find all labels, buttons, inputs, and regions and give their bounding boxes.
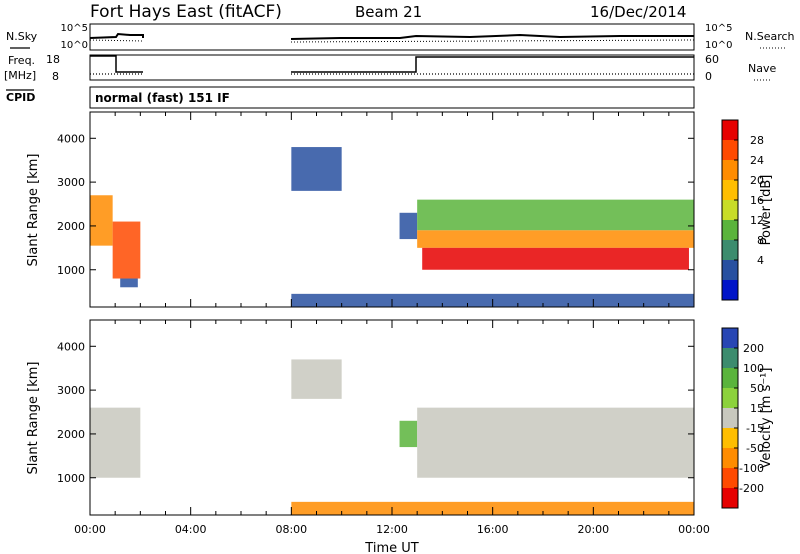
power-colorbar-swatch: [722, 240, 738, 261]
velocity-colorbar-frame: [721, 327, 739, 509]
power-colorbar: 28 24 20 16 12 8 4: [721, 119, 764, 301]
power-colorbar-tick-label: 4: [757, 254, 764, 267]
velocity-xtick-label: 12:00: [376, 523, 408, 536]
power-colorbar-tick-label: 20: [750, 174, 764, 187]
nave-label: Nave: [748, 62, 776, 75]
power-colorbar-swatch: [722, 200, 738, 221]
station-title: Fort Hays East (fitACF): [90, 2, 282, 22]
nsearch-tick-bottom: 10^0: [705, 40, 732, 51]
velocity-ytick-label: 1000: [57, 472, 85, 485]
velocity-colorbar-swatch: [722, 328, 738, 349]
power-echo-region: [90, 195, 113, 246]
velocity-colorbar-tick-label: 100: [743, 362, 764, 375]
power-colorbar-swatch: [722, 180, 738, 201]
cpid-label: CPID: [6, 91, 35, 104]
power-colorbar-tick-label: 8: [757, 234, 764, 247]
power-colorbar-swatch: [722, 140, 738, 161]
velocity-xtick-label: 00:00: [74, 523, 106, 536]
velocity-colorbar-tick-label: 50: [750, 382, 764, 395]
velocity-colorbar-swatch: [722, 368, 738, 389]
velocity-xtick-label: 00:00: [678, 523, 710, 536]
date-title: 16/Dec/2014: [590, 3, 686, 21]
velocity-colorbar-tick-label: -15: [746, 422, 764, 435]
power-colorbar-swatch: [722, 260, 738, 281]
velocity-colorbar-swatch: [722, 428, 738, 449]
velocity-colorbar-swatch: [722, 348, 738, 369]
power-colorbar-swatch: [722, 120, 738, 141]
power-ytick-label: 4000: [57, 132, 85, 145]
velocity-colorbar-tick-label: 15: [750, 402, 764, 415]
velocity-colorbar-swatch: [722, 408, 738, 429]
power-ylabel: Slant Range [km]: [26, 154, 41, 267]
velocity-echo-region: [291, 359, 342, 399]
power-colorbar-swatch: [722, 280, 738, 301]
freq-tick-bottom: 8: [52, 70, 59, 83]
velocity-colorbar-tick-label: -200: [739, 482, 764, 495]
power-colorbar-tick-label: 16: [750, 194, 764, 207]
velocity-colorbar-label: Velocity [m s⁻¹]: [759, 368, 774, 469]
velocity-colorbar-swatch: [722, 488, 738, 509]
velocity-xtick-label: 08:00: [275, 523, 307, 536]
velocity-colorbar-swatch: [722, 468, 738, 489]
time-xlabel: Time UT: [364, 541, 418, 554]
velocity-ytick-label: 2000: [57, 428, 85, 441]
freq-unit: [MHz]: [4, 69, 36, 82]
power-regions: [90, 147, 694, 307]
cpid-text: normal (fast) 151 IF: [95, 91, 230, 105]
power-echo-region: [112, 221, 141, 279]
velocity-colorbar-tick-label: 200: [743, 342, 764, 355]
power-echo-region: [120, 278, 138, 288]
velocity-colorbar-swatch: [722, 448, 738, 469]
power-ytick-label: 1000: [57, 264, 85, 277]
power-colorbar-tick-label: 28: [750, 134, 764, 147]
power-ytick-label: 2000: [57, 220, 85, 233]
power-echo-region: [399, 212, 418, 240]
nsky-label: N.Sky: [6, 30, 38, 43]
nsearch-label: N.Search: [745, 30, 795, 43]
freq-tick-top: 18: [46, 53, 60, 66]
power-ytick-label: 3000: [57, 176, 85, 189]
nsky-trace: [89, 32, 694, 40]
power-xticks: [89, 112, 695, 307]
power-colorbar-tick-label: 24: [750, 154, 764, 167]
nsearch-trace: [89, 39, 695, 43]
velocity-xtick-label: 04:00: [175, 523, 207, 536]
cpid-panel: [89, 86, 695, 109]
freq-label: Freq.: [8, 54, 35, 67]
freq-trace: [90, 55, 694, 73]
nave-tick-bottom: 0: [705, 70, 712, 83]
velocity-ytick-label: 4000: [57, 340, 85, 353]
velocity-ylabel: Slant Range [km]: [26, 362, 41, 475]
power-colorbar-swatch: [722, 220, 738, 241]
velocity-colorbar-tick-label: -50: [746, 442, 764, 455]
velocity-regions: [90, 359, 694, 515]
velocity-colorbar-tick-label: -100: [739, 462, 764, 475]
power-echo-region: [422, 247, 689, 270]
velocity-xtick-label: 16:00: [477, 523, 509, 536]
power-echo-region: [291, 147, 342, 191]
velocity-xticks: 00:00 04:00 08:00 12:00 16:00 20:00 00:00: [74, 320, 710, 536]
velocity-colorbar: 200 100 50 15 -15 -50 -100 -200: [721, 327, 764, 509]
velocity-xtick-label: 20:00: [577, 523, 609, 536]
nsky-tick-top: 10^5: [61, 23, 88, 34]
nsearch-tick-top: 10^5: [705, 23, 732, 34]
freq-panel: [89, 54, 695, 81]
velocity-echo-region: [90, 407, 141, 478]
velocity-yticks: 4000 3000 2000 1000: [57, 340, 694, 485]
power-echo-region: [417, 199, 694, 231]
power-colorbar-frame: [721, 119, 739, 301]
power-colorbar-tick-label: 12: [750, 214, 764, 227]
power-echo-region: [417, 230, 694, 248]
power-colorbar-label: Power [dB]: [759, 175, 774, 246]
nsky-tick-bottom: 10^0: [61, 40, 88, 51]
nave-tick-top: 60: [705, 53, 719, 66]
velocity-echo-region: [399, 420, 418, 448]
beam-title: Beam 21: [355, 3, 422, 21]
velocity-echo-region: [417, 407, 694, 478]
velocity-colorbar-swatch: [722, 388, 738, 409]
power-yticks: 4000 3000 2000 1000: [57, 132, 694, 277]
velocity-ytick-label: 3000: [57, 384, 85, 397]
power-colorbar-swatch: [722, 160, 738, 181]
